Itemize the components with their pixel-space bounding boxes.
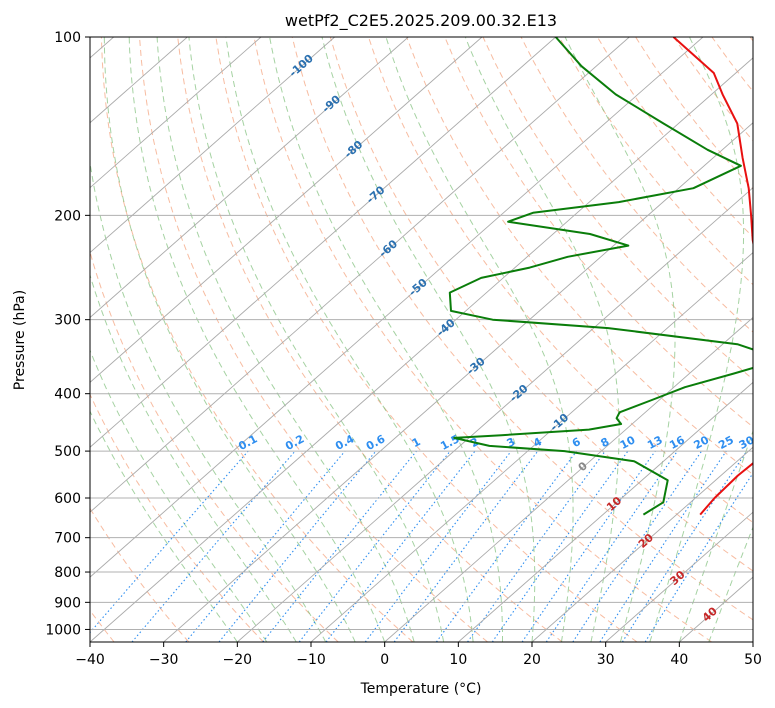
dewpoint-profile [448,37,753,516]
x-tick-label: 0 [380,652,389,668]
moist-adiabat [90,159,327,642]
mixing-ratio-label: 13 [645,433,665,452]
isotherm [90,37,409,319]
y-tick-label: 200 [54,208,81,224]
moist-adiabat [90,349,268,642]
isotherm [90,37,483,383]
y-axis-ticks: 100 200 300 400 500 600 700 800 900 1000 [45,30,90,638]
x-tick-label: −40 [75,652,105,668]
isotherm [605,511,753,642]
dry-adiabat [329,37,753,572]
isotherm [384,316,753,642]
y-tick-label: 600 [54,491,81,507]
mixing-ratio-line [364,450,512,642]
dry-adiabat [139,37,488,642]
x-tick-label: −10 [296,652,326,668]
moist-adiabat [103,37,356,642]
isotherm [237,187,753,642]
moist-adiabat [385,37,574,642]
moist-adiabat [225,37,474,642]
y-tick-label: 1000 [45,622,81,638]
y-tick-label: 300 [54,313,81,329]
x-tick-label: 20 [523,652,541,668]
y-tick-label: 500 [54,444,81,460]
x-tick-label: 30 [597,652,615,668]
mixing-ratio-line [218,450,377,642]
moist-adiabat [678,429,753,642]
mixing-ratio-line [521,450,656,642]
mixing-ratio-line [545,450,678,642]
dry-adiabat [291,37,753,621]
x-axis-title: Temperature (°C) [360,681,482,697]
moist-adiabat [90,410,238,642]
moist-adiabat [649,37,745,642]
x-tick-label: 50 [744,652,762,668]
isotherm [458,381,753,642]
x-tick-label: 10 [449,652,467,668]
mixing-ratio-label: 10 [618,433,638,452]
mixing-ratio-line [435,450,578,642]
isotherm [163,122,753,642]
isotherms [90,37,753,642]
isobars [90,37,753,630]
y-tick-label: 700 [54,531,81,547]
y-axis-title: Pressure (hPa) [12,290,28,390]
mixing-ratio-line [262,450,417,642]
mixing-ratio-line [185,450,346,642]
moist-adiabats [90,37,753,642]
y-tick-label: 400 [54,387,81,403]
mixing-ratio-line [599,450,727,642]
x-axis-ticks: −40 −30 −20 −10 0 10 20 30 40 50 [75,642,762,668]
plot-area: -100-90-80-70-60-50-40-30-20-10010203040… [90,37,757,642]
plot-frame [89,36,754,643]
y-tick-label: 100 [54,30,81,46]
moist-adiabat [90,273,297,642]
isotherm [90,37,335,254]
mixing-ratio-line [572,450,703,642]
moist-adiabat [464,37,620,642]
isotherm [90,37,630,513]
mixing-ratio-line [491,450,629,642]
profile-series [448,37,753,516]
isotherm [531,446,753,642]
chart-title: wetPf2_C2E5.2025.209.00.32.E13 [285,11,557,31]
x-tick-label: 40 [670,652,688,668]
moist-adiabat [128,37,386,642]
mixing-ratio-line [621,450,748,642]
isotherm [90,37,556,448]
x-tick-label: −20 [223,652,253,668]
mixing-ratio-line [467,450,606,642]
moist-adiabat [188,37,445,642]
isotherm [310,251,753,642]
temperature-profile [672,37,753,516]
mixing-ratio-label: 20 [692,433,712,452]
moist-adiabat [564,37,676,642]
isotherm [90,37,704,578]
mixing-ratio-label: 30 [737,433,757,452]
y-tick-label: 800 [54,565,81,581]
isotherm [90,57,753,642]
moist-adiabat [321,37,536,642]
mixing-ratio-label: 16 [667,433,687,452]
moist-adiabat [269,37,503,642]
dry-adiabat [90,250,339,642]
isotherm [90,37,262,189]
mixing-ratio-label: 25 [716,433,736,452]
x-tick-label: −30 [149,652,179,668]
moist-adiabat [708,525,753,642]
dry-adiabat [177,37,563,642]
dry-adiabat [90,507,190,642]
y-tick-label: 900 [54,595,81,611]
